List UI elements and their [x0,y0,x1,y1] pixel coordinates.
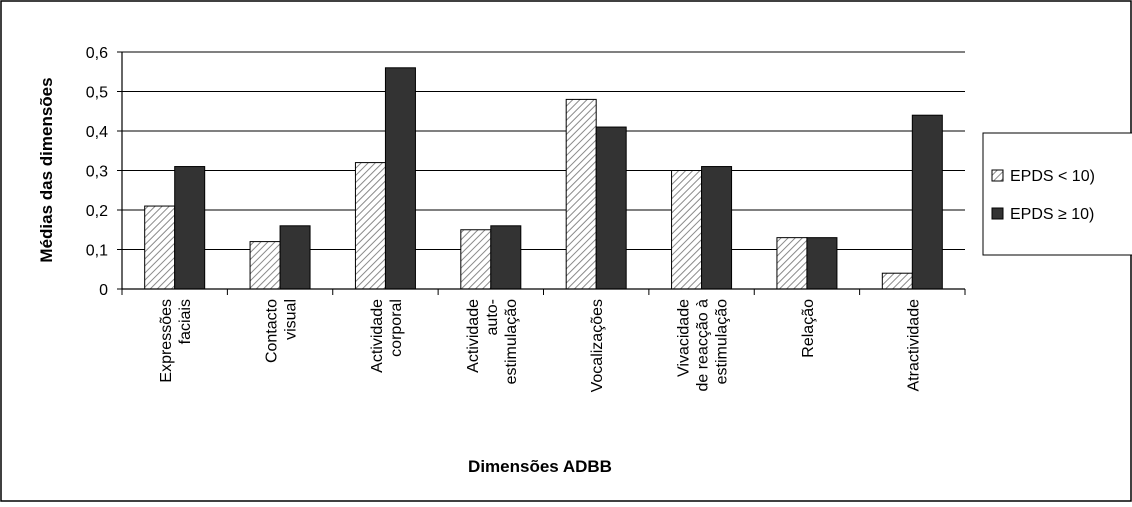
x-tick-label-line: Contacto [264,299,281,363]
x-tick-label-line: Vivacidade [676,299,693,377]
x-tick-label: Contacto visual [264,299,300,363]
legend: EPDS < 10) EPDS ≥ 10) [982,132,1132,256]
x-tick-label-line: Actividade [369,299,386,373]
bar-series-2 [911,114,943,290]
legend-swatch-series-1 [991,169,1004,182]
bar-series-1 [565,98,597,290]
bar-series-2 [701,166,733,290]
x-tick-label-line: Actividade [465,299,482,373]
x-tick-label-line: auto- [484,299,501,335]
x-tick-labels: Expressões faciais Contacto visual Actividad… [158,299,922,392]
x-tick-label-line: visual [283,299,300,340]
x-tick-label: Vocalizações [589,299,606,392]
legend-label-series-2: EPDS ≥ 10) [1010,206,1094,223]
bar-series-1 [776,237,808,290]
x-axis-label: Dimensões ADBB [468,457,612,476]
bar-series-2 [384,67,416,290]
x-tick-label: Actividade corporal [369,299,405,373]
legend-label-series-1: EPDS < 10) [1010,168,1095,185]
x-tick-label: Expressões faciais [158,299,194,383]
bar-series-1 [671,170,703,290]
y-tick-label: 0,5 [86,85,108,102]
bar-series-2 [806,237,838,290]
x-tick-label: Atractividade [905,299,922,392]
y-tick-label: 0,2 [86,203,108,220]
x-tick-label-line: Atractividade [905,299,922,392]
y-tick-label: 0,3 [86,164,108,181]
bar-series-2 [490,225,522,290]
legend-box [982,132,1132,256]
bar-series-1 [249,241,281,290]
y-tick-label: 0,1 [86,243,108,260]
bar-series-1 [354,162,386,290]
bar-series-2 [595,126,627,290]
bar-series-1 [460,229,492,290]
y-tick-label: 0,6 [86,45,108,62]
y-axis-label: Médias das dimensões [37,77,56,262]
x-tick-label-line: corporal [388,299,405,357]
x-tick-label: Vivacidade de reacção à estimulação [676,299,731,392]
legend-swatch-series-2 [991,207,1004,220]
x-tick-label-line: faciais [177,299,194,344]
y-tick-label: 0,4 [86,124,108,141]
y-tick-label: 0 [99,282,108,299]
axes [117,51,966,295]
x-tick-label: Relação [800,299,817,358]
y-tick-labels: 0 0,1 0,2 0,3 0,4 0,5 0,6 [86,45,108,299]
x-tick-label-line: Expressões [158,299,175,383]
x-tick-label-line: estimulação [503,299,520,384]
bar-series-1 [144,205,176,290]
x-tick-label-line: de reacção à [695,299,712,392]
bar-series-1 [881,272,913,290]
x-tick-label: Actividade auto-estimulação [465,299,520,384]
x-tick-label-line: estimulação [714,299,731,384]
bar-series-2 [174,166,206,290]
x-tick-label-line: Relação [800,299,817,358]
bar-series-2 [279,225,311,290]
bars [144,67,943,290]
x-tick-label-line: Vocalizações [589,299,606,392]
